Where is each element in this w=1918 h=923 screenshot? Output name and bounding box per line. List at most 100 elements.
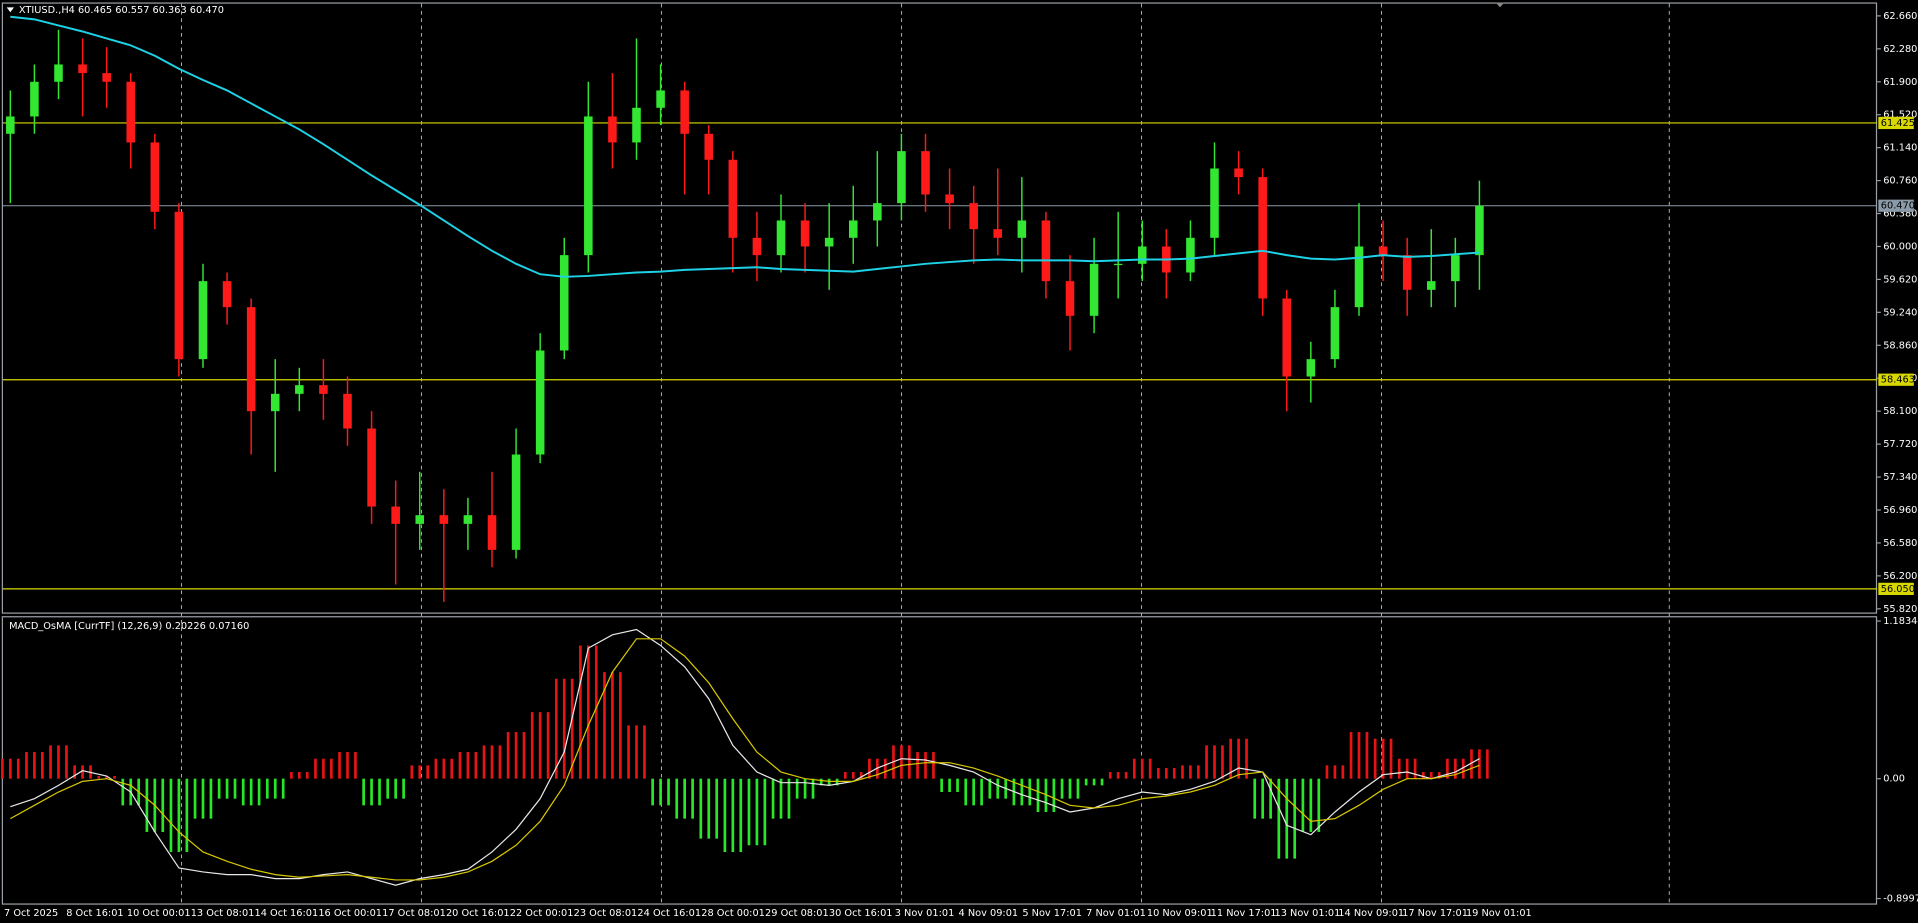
last-price-box (1878, 199, 1914, 212)
candle-body (848, 220, 858, 238)
y-tick-label: 56.200 (1883, 571, 1917, 582)
y-tick-label: 58.100 (1883, 406, 1917, 417)
candle-body (656, 90, 665, 108)
candle-body (6, 116, 15, 134)
candle-body (1378, 246, 1388, 256)
candle-body (295, 385, 304, 394)
x-tick-label: 8 Oct 16:01 (66, 908, 123, 919)
candle-body (704, 133, 714, 160)
candle-body (1282, 298, 1292, 377)
y-tick-label: 60.760 (1883, 176, 1917, 187)
candle-body (463, 515, 473, 524)
x-tick-label: 17 Oct 08:01 (382, 908, 446, 919)
grid (2, 3, 1878, 904)
candle-body (559, 255, 569, 351)
candle-body (1113, 263, 1123, 266)
candle-body (897, 151, 906, 204)
last-price-label: 60.470 (1881, 201, 1915, 212)
x-tick-label: 5 Nov 17:01 (1022, 908, 1082, 919)
candle-body (680, 90, 689, 134)
candle-body (150, 142, 160, 212)
candle-body (102, 73, 111, 82)
candle-body (1426, 281, 1436, 290)
candle-body (174, 211, 184, 360)
candle-body (1234, 168, 1243, 178)
candle-body (367, 428, 376, 507)
candle-body (1451, 255, 1460, 282)
menu-arrow[interactable] (6, 7, 14, 13)
candle-body (800, 220, 810, 247)
candle-body (1210, 168, 1219, 238)
candle-body (487, 515, 497, 550)
y-tick-label: 57.340 (1883, 472, 1917, 483)
x-tick-label: 7 Oct 2025 (4, 908, 58, 919)
candle-body (632, 107, 641, 143)
candle-body (993, 229, 1003, 238)
level-label-box (1878, 582, 1914, 595)
candle-body (1475, 205, 1484, 256)
candle-body (30, 81, 39, 117)
y-tick-label: 56.580 (1883, 538, 1917, 549)
x-tick-label: 30 Oct 16:01 (829, 908, 893, 919)
candle-body (824, 237, 834, 247)
x-tick-label: 28 Oct 00:01 (701, 908, 765, 919)
candle-body (1354, 246, 1364, 308)
y-tick-label: 61.520 (1883, 110, 1917, 121)
candle-body (78, 64, 87, 74)
y-tick-label: 60.000 (1883, 241, 1917, 252)
shift-marker (1495, 2, 1505, 8)
candle-body (319, 385, 328, 394)
candle-body (584, 116, 593, 256)
x-tick-label: 17 Nov 17:01 (1402, 908, 1468, 919)
candle-body (535, 350, 545, 455)
x-tick-label: 7 Nov 01:01 (1086, 908, 1146, 919)
y-tick-label: 58.860 (1883, 340, 1917, 351)
candle-body (1017, 220, 1027, 238)
x-tick-label: 13 Nov 01:01 (1274, 908, 1340, 919)
candle-body (246, 307, 256, 412)
x-tick-label: 24 Oct 16:01 (637, 908, 701, 919)
candle-body (752, 237, 762, 256)
candle-body (1137, 246, 1147, 264)
y-tick-label: 55.820 (1883, 604, 1917, 615)
x-tick-label: 14 Nov 09:01 (1338, 908, 1404, 919)
signal-line (10, 638, 1480, 881)
y-tick-label: 59.240 (1883, 307, 1917, 318)
x-tick-label: 29 Oct 08:01 (765, 908, 829, 919)
candle-body (54, 64, 63, 82)
level-label-box (1878, 116, 1914, 130)
candle-body (969, 203, 978, 230)
candle-body (1089, 263, 1099, 316)
level-label: 58.463 (1881, 375, 1915, 386)
y-tick-label: 60.380 (1883, 209, 1917, 220)
candle-body (608, 116, 617, 143)
y-tick-label: 59.620 (1883, 274, 1917, 285)
y-tick-label: 61.140 (1883, 143, 1917, 154)
macd-line (10, 628, 1480, 886)
y-tick-label: -0.89977 (1883, 894, 1918, 905)
y-tick-label: 57.720 (1883, 439, 1917, 450)
candle-body (391, 506, 400, 524)
candle-body (1186, 237, 1195, 273)
candle-body (198, 281, 208, 360)
x-tick-label: 3 Nov 01:01 (895, 908, 955, 919)
candle-body (343, 393, 352, 429)
candle-body (945, 194, 954, 204)
y-tick-label: 62.280 (1883, 44, 1917, 55)
x-tick-label: 23 Oct 08:01 (574, 908, 638, 919)
y-tick-label: 62.660 (1883, 11, 1917, 22)
candle-body (415, 515, 425, 524)
candle-body (1258, 177, 1267, 299)
x-tick-label: 10 Oct 00:01 (127, 908, 191, 919)
candle-body (511, 454, 521, 550)
x-tick-label: 19 Nov 01:01 (1466, 908, 1532, 919)
candle-body (921, 151, 930, 195)
candle-body (1065, 281, 1075, 316)
price-title: XTIUSD.,H4 60.465 60.557 60.363 60.470 (19, 5, 224, 16)
price-pane-frame (1, 2, 1878, 614)
y-tick-label: 1.18344 (1883, 616, 1918, 627)
candle-body (1402, 255, 1412, 290)
candle-body (1330, 307, 1340, 360)
